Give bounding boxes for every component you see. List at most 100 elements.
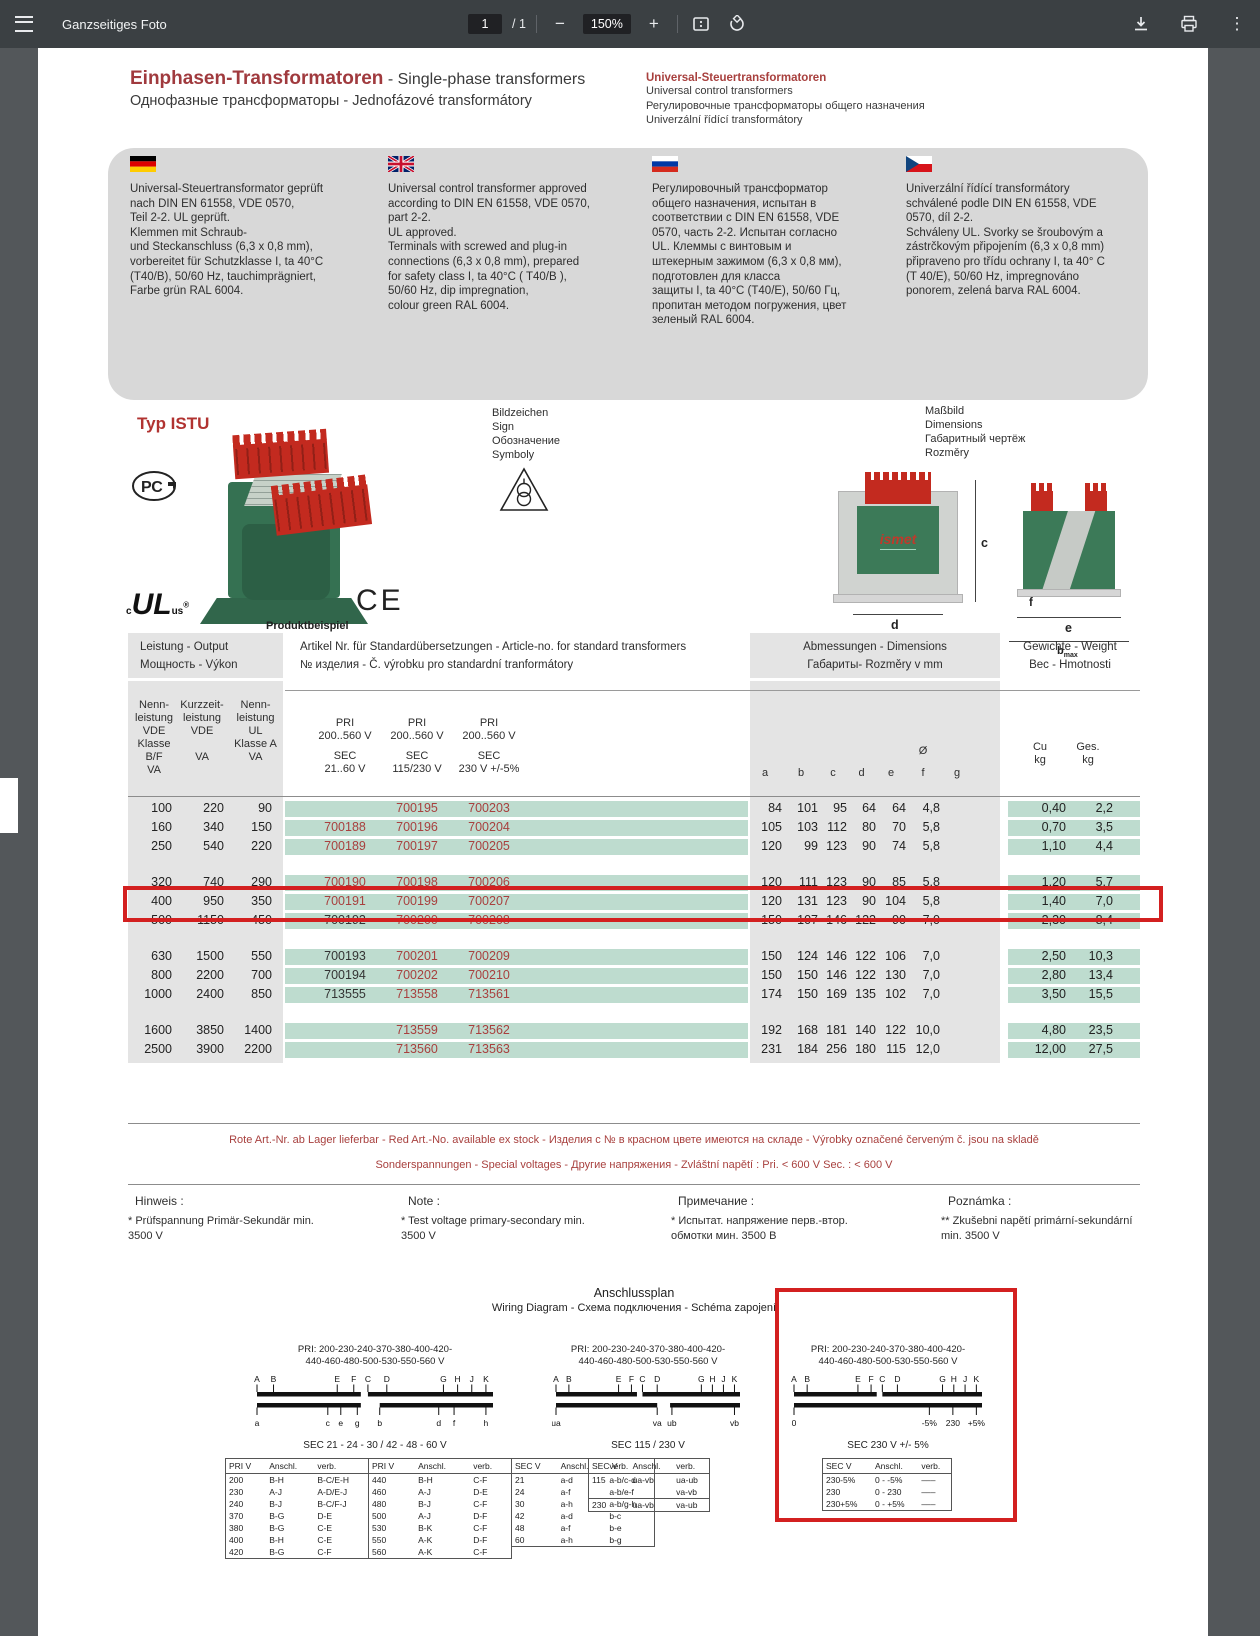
page-number-input[interactable]: 1 — [468, 14, 502, 34]
download-button[interactable] — [1128, 11, 1154, 37]
article-number: 713555 — [324, 987, 366, 1001]
print-button[interactable] — [1176, 11, 1202, 37]
article-number: 700195 — [396, 801, 438, 815]
article-number: 700190 — [324, 875, 366, 889]
wiring-table-cell: C-E — [317, 1535, 332, 1545]
svg-text:A: A — [791, 1374, 797, 1384]
zoom-out-button[interactable]: − — [554, 14, 565, 33]
dimension-value: 123 — [826, 875, 847, 889]
right-line-1: Universal control transformers — [646, 85, 793, 97]
note-body-cz: ** Zkušebni napětí primární-sekundární m… — [941, 1215, 1133, 1242]
drawing-body-side — [1023, 511, 1115, 589]
power-value: 160 — [151, 820, 172, 834]
weight-cu: 3,50 — [1041, 987, 1066, 1001]
article-number: 700197 — [396, 839, 438, 853]
drawing-terminal-strip — [865, 472, 931, 504]
dim-bmax-label: bmax — [1057, 645, 1078, 660]
dimension-value: 4,8 — [922, 801, 940, 815]
power-value: 320 — [151, 875, 172, 889]
table-row-250va: 250 540 220 700189 700197 700205 120 99 123 90 74 5… — [128, 838, 1140, 857]
wiring-title: Anschlussplan — [593, 1286, 675, 1300]
weight-cu: 12,00 — [1034, 1042, 1066, 1056]
weight-header-total: Ges. kg — [1076, 741, 1100, 766]
zoom-level[interactable]: 150% — [582, 14, 631, 34]
weight-cu: 0,70 — [1041, 820, 1066, 834]
article-number: 700210 — [468, 968, 510, 982]
wiring-table-cell: a-b/e-f — [609, 1487, 634, 1497]
svg-text:vb: vb — [730, 1418, 739, 1428]
article-number: 713559 — [396, 1023, 438, 1037]
wiring-table-2-0: SEC V Anschl. verb. 230-5% 0 - -5% ––– 230 0 - … — [822, 1458, 952, 1511]
header-rule — [285, 690, 1140, 691]
article-col-header-2: PRI 200..560 V SEC 230 V +/-5% — [458, 717, 520, 775]
svg-text:B: B — [804, 1374, 810, 1384]
dimension-value: 115 — [886, 1042, 906, 1056]
weight-total: 10,3 — [1088, 949, 1113, 963]
weight-cu: 1,10 — [1041, 839, 1066, 853]
wiring-table-row: 24 a-f a-b/e-f — [512, 1486, 655, 1498]
wiring-table-cell: ––– — [921, 1475, 936, 1485]
dimension-value: 105 — [761, 820, 782, 834]
svg-text:va: va — [653, 1418, 662, 1428]
weight-total: 23,5 — [1088, 1023, 1113, 1037]
wiring-table-cell: 230+5% — [826, 1499, 858, 1509]
wiring-sec-caption-2: SEC 230 V +/- 5% — [847, 1440, 929, 1451]
svg-text:B: B — [566, 1374, 572, 1384]
wiring-table-cell: 60 — [515, 1535, 525, 1545]
dimension-value: 90 — [862, 839, 876, 853]
wiring-table-row: 440 B-H C-F — [369, 1474, 512, 1487]
wiring-table-cell: B-G — [269, 1547, 285, 1557]
doc-header-right: Universal-Steuertransformatoren Universa… — [646, 72, 925, 128]
wiring-table-cell: 24 — [515, 1487, 525, 1497]
weight-total: 7,0 — [1095, 894, 1113, 908]
zoom-in-button[interactable]: + — [648, 14, 659, 33]
transformer-symbol-icon — [498, 466, 550, 519]
row-stripe — [285, 801, 748, 817]
power-value: 2200 — [196, 968, 224, 982]
svg-text:F: F — [629, 1374, 634, 1384]
dimension-drawing-front: ismet c d a — [833, 472, 988, 656]
dim-c-label: c — [981, 536, 988, 550]
divider-rule — [128, 1123, 1140, 1124]
table-header-dimensions: Abmessungen - Dimensions Габариты- Rozměr… — [803, 641, 947, 671]
menu-button[interactable] — [0, 0, 48, 48]
product-coil — [242, 524, 330, 600]
table-row-800va: 800 2200 700 700194 700202 700210 150 150 146 122… — [128, 967, 1140, 986]
dimension-value: 104 — [885, 894, 906, 908]
svg-text:E: E — [334, 1374, 340, 1384]
wiring-pri-label-0: PRI: 200-230-240-370-380-400-420- 440-46… — [297, 1344, 453, 1367]
wiring-table-cell: C-F — [473, 1499, 488, 1509]
wiring-sec-caption-0: SEC 21 - 24 - 30 / 42 - 48 - 60 V — [303, 1440, 447, 1451]
svg-text:C: C — [365, 1374, 371, 1384]
doc-title-en: - Single-phase transformers — [383, 71, 586, 88]
wiring-table-1-0: SEC V Anschl. verb. 115 ua-vb ua-ub va-vb 230 ua… — [588, 1458, 710, 1512]
wiring-table-row: va-vb — [589, 1486, 710, 1499]
table-row-100va: 100 220 90 700195 700203 84 101 95 64 64 4,8 0,40 2,… — [128, 800, 1140, 819]
svg-text:D: D — [894, 1374, 900, 1384]
dim-e-label: e — [1065, 621, 1072, 635]
wiring-table-cell: C-F — [317, 1547, 332, 1557]
special-voltages-note: Sonderspannungen - Special voltages - Др… — [375, 1159, 893, 1171]
svg-text:F: F — [868, 1374, 873, 1384]
note-title-en: Note : — [408, 1194, 441, 1208]
fit-page-button[interactable] — [688, 11, 714, 37]
document-title: Ganzseitiges Foto — [62, 16, 167, 32]
dimension-value: 12,0 — [915, 1042, 940, 1056]
power-value: 220 — [203, 801, 224, 815]
dimension-value: 64 — [862, 801, 876, 815]
rotate-button[interactable] — [724, 11, 750, 37]
svg-text:e: e — [338, 1418, 343, 1428]
wiring-table-cell — [630, 1486, 674, 1499]
power-col-header-2: Nenn-leistung UL Klasse A VA — [234, 699, 277, 763]
divider-rule — [128, 1184, 1140, 1185]
power-value: 850 — [251, 987, 272, 1001]
more-options-button[interactable]: ⋮ — [1228, 14, 1246, 33]
dimension-value: 74 — [892, 839, 906, 853]
dimension-value: 70 — [892, 820, 906, 834]
flag-czech-icon — [906, 156, 932, 172]
wiring-table-row: 60 a-h b-g — [512, 1534, 655, 1547]
intro-text-ru: Регулировочный трансформатор общего назн… — [652, 183, 847, 327]
dimension-value: 256 — [826, 1042, 847, 1056]
wiring-table-cell: 230 — [229, 1487, 244, 1497]
wiring-table-cell: 200 — [229, 1475, 244, 1485]
